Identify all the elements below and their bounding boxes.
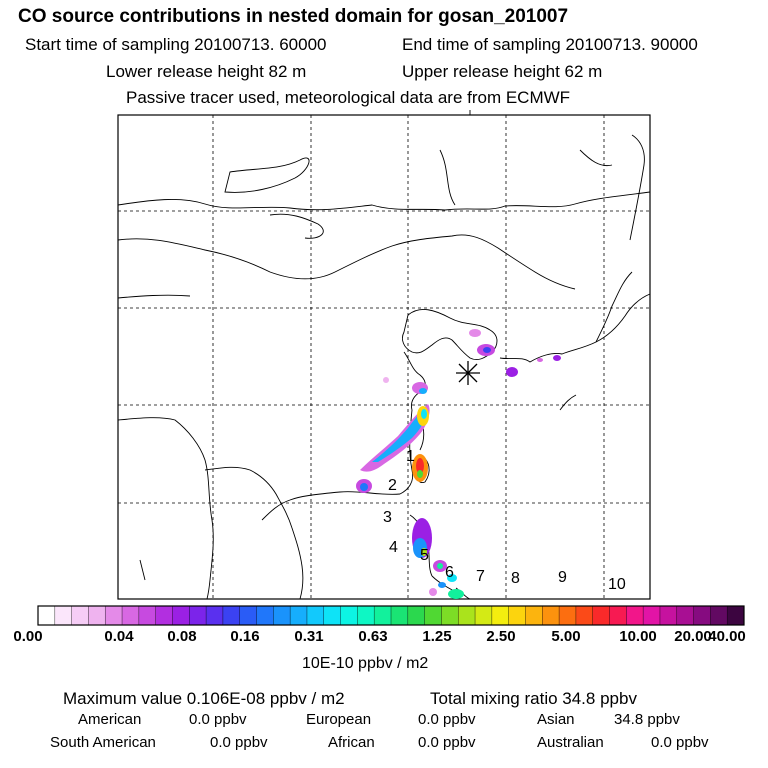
colorbar-tick-label: 0.04 <box>104 628 134 645</box>
start-time-label: Start time of sampling 20100713. 60000 <box>25 35 327 54</box>
region-label: 1 <box>406 448 415 465</box>
colorbar <box>37 605 745 626</box>
colorbar-cell <box>659 606 678 625</box>
tracer-note: Passive tracer used, meteorological data… <box>126 88 571 107</box>
australian-value: 0.0 ppbv <box>651 734 709 751</box>
colorbar-cell <box>138 606 157 625</box>
lower-release-label: Lower release height 82 m <box>106 62 307 81</box>
european-label: European <box>306 711 372 728</box>
colorbar-cell <box>88 606 106 625</box>
region-label: 9 <box>558 569 567 586</box>
region-label: 5 <box>420 547 429 564</box>
map-gridlines <box>118 115 650 599</box>
asian-value: 34.8 ppbv <box>614 711 680 728</box>
colorbar-tick-label: 1.25 <box>422 628 452 645</box>
colorbar-cell <box>525 606 543 625</box>
american-value: 0.0 ppbv <box>189 711 247 728</box>
colorbar-cell <box>676 606 694 625</box>
colorbar-cell <box>592 606 610 625</box>
colorbar-tick-label: 0.00 <box>13 628 43 645</box>
region-label: 6 <box>445 564 454 581</box>
colorbar-cell <box>475 606 493 625</box>
colorbar-cell <box>340 606 358 625</box>
colorbar-cell <box>357 606 375 625</box>
colorbar-cell <box>273 606 291 625</box>
colorbar-cell <box>122 606 140 625</box>
colorbar-cell <box>189 606 207 625</box>
australian-label: Australian <box>537 734 604 751</box>
colorbar-cell <box>38 606 56 625</box>
colorbar-cell <box>575 606 594 625</box>
asian-label: Asian <box>537 711 575 728</box>
colorbar-cell <box>626 606 644 625</box>
colorbar-cell <box>172 606 190 625</box>
region-label: 10 <box>608 576 626 593</box>
colorbar-cell <box>239 606 257 625</box>
colorbar-tick-label: 0.63 <box>358 628 388 645</box>
colorbar-cell <box>559 606 577 625</box>
colorbar-cell <box>391 606 409 625</box>
region-label: 8 <box>511 570 520 587</box>
american-label: American <box>78 711 142 728</box>
colorbar-cell <box>424 606 442 625</box>
colorbar-cell <box>458 606 476 625</box>
max-value-label: Maximum value 0.106E-08 ppbv / m2 <box>63 689 345 708</box>
colorbar-cell <box>155 606 173 625</box>
colorbar-cell <box>542 606 560 625</box>
colorbar-cell <box>441 606 459 625</box>
upper-release-label: Upper release height 62 m <box>402 62 603 81</box>
south-american-label: South American <box>50 734 156 751</box>
colorbar-cell <box>306 606 325 625</box>
colorbar-cell <box>290 606 308 625</box>
colorbar-cell <box>727 606 745 625</box>
colorbar-cell <box>256 606 274 625</box>
colorbar-cell <box>693 606 711 625</box>
map-frame <box>117 114 651 600</box>
colorbar-tick-label: 2.50 <box>486 628 516 645</box>
receptor-marker <box>456 361 480 385</box>
region-label: 2 <box>388 477 397 494</box>
total-mixing-label: Total mixing ratio 34.8 ppbv <box>430 689 637 708</box>
colorbar-tick-label: 10.00 <box>619 628 657 645</box>
colorbar-cell <box>206 606 224 625</box>
colorbar-tick-label: 5.00 <box>551 628 581 645</box>
african-label: African <box>328 734 375 751</box>
colorbar-cell <box>71 606 89 625</box>
colorbar-cell <box>105 606 123 625</box>
african-value: 0.0 ppbv <box>418 734 476 751</box>
colorbar-cell <box>609 606 627 625</box>
south-american-value: 0.0 ppbv <box>210 734 268 751</box>
colorbar-tick-label: 40.00 <box>708 628 746 645</box>
chart-title: CO source contributions in nested domain… <box>18 6 569 27</box>
colorbar-tick-label: 0.31 <box>294 628 324 645</box>
contribution-field <box>356 329 561 599</box>
end-time-label: End time of sampling 20100713. 90000 <box>402 35 698 54</box>
colorbar-tick-label: 0.08 <box>167 628 197 645</box>
colorbar-cell <box>374 606 392 625</box>
colorbar-cell <box>508 606 526 625</box>
colorbar-cell <box>222 606 241 625</box>
region-label: 4 <box>389 539 398 556</box>
coastlines <box>117 110 651 600</box>
colorbar-cell <box>407 606 426 625</box>
colorbar-cell <box>323 606 341 625</box>
colorbar-unit-label: 10E-10 ppbv / m2 <box>302 655 429 672</box>
colorbar-tick-label: 0.16 <box>230 628 260 645</box>
european-value: 0.0 ppbv <box>418 711 476 728</box>
colorbar-cell <box>710 606 728 625</box>
region-label: 3 <box>383 509 392 526</box>
colorbar-frame <box>37 605 745 626</box>
colorbar-tick-label: 20.00 <box>674 628 712 645</box>
region-label: 7 <box>476 568 485 585</box>
colorbar-cell <box>491 606 510 625</box>
colorbar-cell <box>643 606 661 625</box>
colorbar-cell <box>54 606 73 625</box>
